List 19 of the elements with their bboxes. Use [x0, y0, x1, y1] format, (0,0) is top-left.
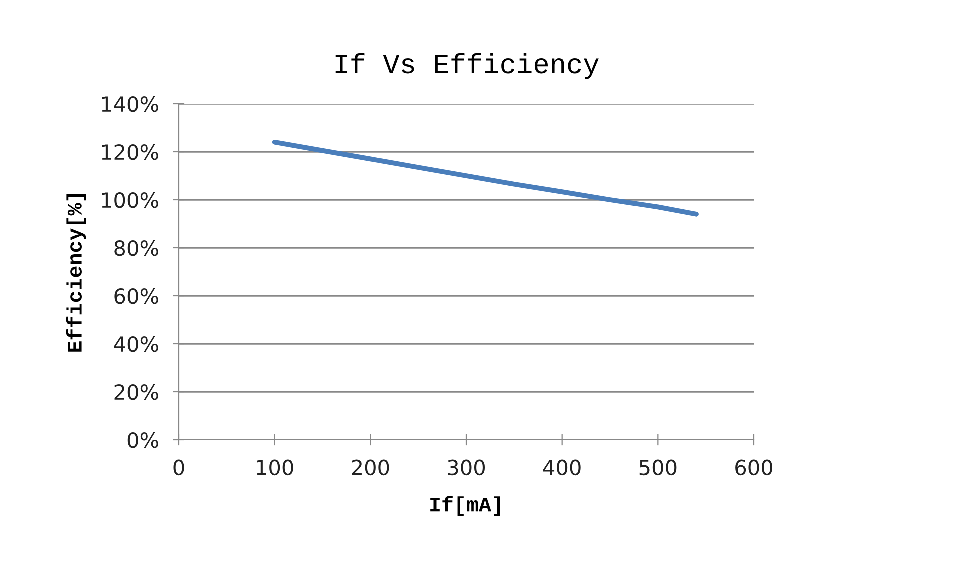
y-tick-label: 100%: [102, 192, 158, 208]
y-tick-label: 40%: [114, 336, 158, 352]
line-series: [272, 140, 699, 217]
x-tick-label: 500: [640, 460, 677, 476]
y-tick-label: 20%: [114, 384, 158, 400]
y-axis-title: Efficiency[%]: [66, 194, 86, 352]
x-tick-label: 400: [543, 460, 581, 476]
chart-title: If Vs Efficiency: [336, 53, 599, 80]
x-tick-label: 200: [352, 460, 390, 476]
x-axis-title: If[mA]: [430, 496, 500, 516]
x-tick-label: 100: [257, 460, 294, 476]
x-tick-label: 0: [174, 460, 184, 476]
x-tick-label: 600: [736, 460, 772, 476]
y-tick-label: 80%: [114, 240, 158, 256]
y-tick-label: 140%: [102, 96, 158, 112]
y-tick-label: 60%: [114, 288, 158, 304]
x-tick-label: 300: [448, 460, 485, 476]
y-tick-label: 0%: [128, 432, 158, 448]
y-tick-label: 120%: [102, 144, 158, 160]
